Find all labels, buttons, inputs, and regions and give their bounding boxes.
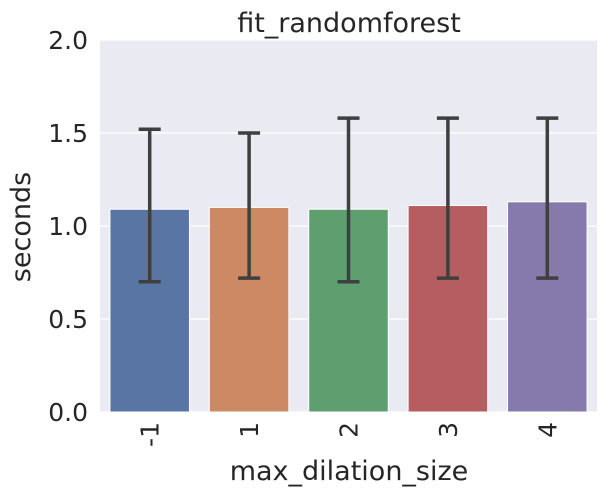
y-axis-label: seconds [6,172,37,282]
y-tick-label: 1.0 [48,212,88,241]
x-tick-label: 2 [335,422,364,438]
x-tick-label: 1 [235,422,264,438]
x-axis-label: max_dilation_size [230,456,469,487]
x-tick-labels: -1 1 2 3 4 [136,422,563,447]
x-tick-label: 3 [434,422,463,438]
chart-title: fit_randomforest [237,8,461,39]
y-tick-label: 1.5 [48,119,88,148]
y-tick-label: 0.5 [48,305,88,334]
x-tick-label: -1 [136,422,165,447]
y-tick-label: 2.0 [48,26,88,55]
y-tick-label: 0.0 [48,398,88,427]
y-tick-labels: 0.0 0.5 1.0 1.5 2.0 [48,26,88,427]
bar [407,205,489,413]
error-bars [138,116,559,284]
x-tick-label: 4 [533,422,562,438]
